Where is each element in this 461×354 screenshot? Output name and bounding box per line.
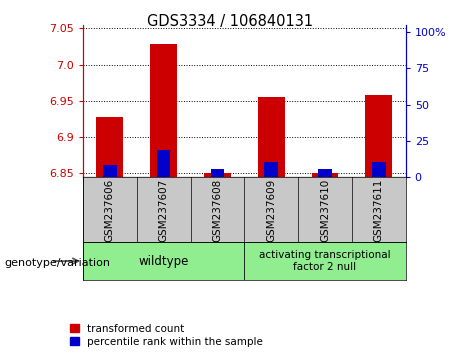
Bar [204,173,231,177]
Bar [312,173,338,177]
Text: GSM237609: GSM237609 [266,179,276,242]
Bar [83,242,244,280]
Bar [372,162,385,177]
Bar [103,165,117,177]
Text: GSM237606: GSM237606 [105,179,115,242]
Bar [244,242,406,280]
Text: GSM237611: GSM237611 [374,179,384,242]
Bar [157,150,171,177]
Bar [211,169,224,177]
Bar [318,169,332,177]
Text: GSM237610: GSM237610 [320,179,330,242]
Text: genotype/variation: genotype/variation [5,258,111,268]
Bar [265,162,278,177]
Text: GSM237608: GSM237608 [213,179,223,242]
Bar [258,97,284,177]
Text: activating transcriptional
factor 2 null: activating transcriptional factor 2 null [259,250,391,272]
Legend: transformed count, percentile rank within the sample: transformed count, percentile rank withi… [70,324,263,347]
Text: wildtype: wildtype [138,255,189,268]
Bar [96,117,123,177]
Bar [365,95,392,177]
Text: GSM237607: GSM237607 [159,179,169,242]
Bar [150,44,177,177]
Text: GDS3334 / 106840131: GDS3334 / 106840131 [148,14,313,29]
